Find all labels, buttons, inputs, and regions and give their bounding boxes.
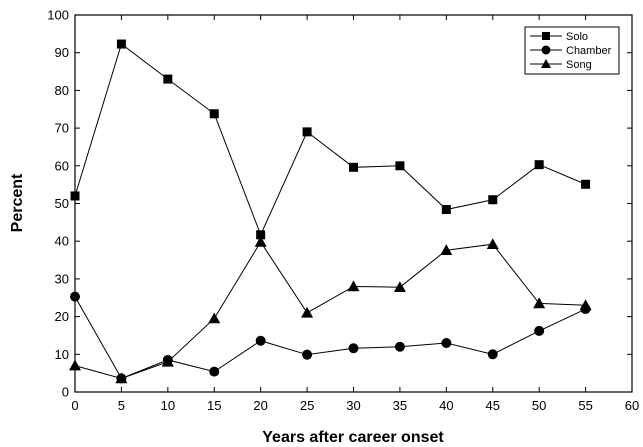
y-tick-label: 40 bbox=[55, 234, 69, 249]
series-song bbox=[69, 235, 592, 384]
series-solo bbox=[70, 39, 591, 240]
legend-marker-song bbox=[541, 59, 551, 68]
data-point-solo bbox=[209, 109, 219, 119]
data-point-song bbox=[579, 299, 592, 311]
data-point-solo bbox=[116, 39, 126, 49]
legend-marker-solo bbox=[542, 32, 550, 40]
x-tick-label: 0 bbox=[71, 398, 78, 413]
y-tick-label: 70 bbox=[55, 121, 69, 136]
x-axis-title: Years after career onset bbox=[262, 429, 444, 446]
y-tick-label: 60 bbox=[55, 158, 69, 173]
legend-marker-chamber bbox=[541, 45, 551, 55]
x-tick-label: 45 bbox=[486, 398, 500, 413]
x-tick-label: 10 bbox=[161, 398, 175, 413]
y-axis-title: Percent bbox=[9, 173, 26, 232]
data-point-chamber bbox=[348, 343, 359, 354]
data-point-chamber bbox=[441, 337, 452, 348]
legend-label-solo: Solo bbox=[566, 31, 588, 43]
x-tick-label: 40 bbox=[439, 398, 453, 413]
data-point-solo bbox=[302, 127, 312, 137]
legend-item-solo: Solo bbox=[530, 31, 588, 43]
y-tick-label: 50 bbox=[55, 196, 69, 211]
data-point-solo bbox=[349, 162, 358, 172]
data-point-solo bbox=[441, 205, 451, 215]
data-point-chamber bbox=[209, 366, 220, 377]
legend-item-chamber: Chamber bbox=[530, 45, 612, 57]
data-point-solo bbox=[395, 161, 405, 171]
legend-item-song: Song bbox=[530, 59, 592, 71]
x-tick-label: 60 bbox=[625, 398, 639, 413]
y-tick-label: 100 bbox=[47, 8, 69, 23]
x-tick-label: 5 bbox=[118, 398, 125, 413]
series-chamber bbox=[70, 291, 591, 384]
legend: Solo Chamber Song bbox=[524, 26, 620, 75]
y-tick-label: 80 bbox=[55, 83, 69, 98]
data-point-chamber bbox=[534, 325, 545, 336]
y-tick-label: 90 bbox=[55, 45, 69, 60]
series-line-solo bbox=[74, 43, 586, 237]
x-tick-label: 35 bbox=[393, 398, 407, 413]
data-point-song bbox=[69, 359, 81, 371]
data-point-chamber bbox=[487, 349, 498, 360]
data-point-solo bbox=[70, 191, 80, 201]
y-tick-label: 20 bbox=[55, 309, 69, 324]
data-point-song bbox=[486, 238, 499, 250]
y-tick-label: 0 bbox=[62, 385, 69, 400]
data-point-chamber bbox=[302, 349, 313, 360]
data-point-song bbox=[208, 312, 221, 324]
y-tick-label: 10 bbox=[55, 347, 69, 362]
data-point-song bbox=[347, 280, 360, 292]
y-tick-label: 30 bbox=[55, 271, 69, 286]
data-point-song bbox=[533, 297, 546, 309]
x-axis: 0 5 10 15 20 25 30 35 40 45 50 55 60 bbox=[71, 15, 639, 413]
x-tick-label: 30 bbox=[346, 398, 360, 413]
legend-label-song: Song bbox=[566, 59, 592, 71]
data-point-solo bbox=[581, 179, 591, 189]
y-axis: 0 10 20 30 40 50 60 70 80 90 100 bbox=[47, 8, 632, 400]
data-point-song bbox=[301, 306, 314, 318]
data-point-solo bbox=[256, 230, 266, 240]
data-point-song bbox=[393, 281, 406, 292]
data-point-chamber bbox=[255, 335, 266, 346]
data-point-song bbox=[254, 235, 267, 247]
data-point-chamber bbox=[394, 341, 405, 352]
data-point-song bbox=[440, 244, 453, 256]
data-point-solo bbox=[488, 195, 498, 205]
x-tick-label: 25 bbox=[300, 398, 314, 413]
data-point-song bbox=[115, 372, 128, 384]
data-point-solo bbox=[163, 74, 173, 84]
data-point-chamber bbox=[70, 291, 80, 302]
series-line-chamber bbox=[74, 296, 586, 380]
data-point-solo bbox=[534, 160, 544, 170]
x-tick-label: 15 bbox=[207, 398, 221, 413]
x-tick-label: 50 bbox=[532, 398, 546, 413]
data-point-song bbox=[161, 355, 174, 367]
legend-label-chamber: Chamber bbox=[566, 45, 612, 57]
series-line-song bbox=[74, 241, 586, 379]
x-tick-label: 20 bbox=[253, 398, 267, 413]
x-tick-label: 55 bbox=[578, 398, 592, 413]
series-layer bbox=[69, 39, 592, 384]
